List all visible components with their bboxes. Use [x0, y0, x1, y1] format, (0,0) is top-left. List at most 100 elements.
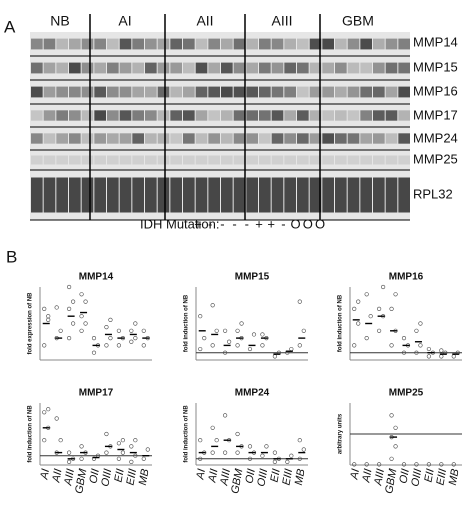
data-point — [83, 321, 88, 326]
chart-title: MMP14 — [79, 272, 114, 283]
data-point — [352, 462, 357, 467]
data-point — [389, 456, 394, 461]
data-point — [260, 453, 265, 458]
band — [81, 133, 94, 144]
band — [271, 133, 284, 144]
band — [233, 62, 246, 74]
data-point — [426, 346, 431, 352]
idh-symbol: - — [245, 216, 249, 231]
data-point — [145, 447, 150, 452]
band — [208, 38, 220, 50]
x-tick-label: OII — [397, 468, 411, 485]
band — [183, 110, 195, 121]
group-label: AII — [196, 13, 213, 29]
data-point — [377, 462, 382, 467]
data-point — [401, 350, 407, 355]
band — [157, 155, 170, 165]
band — [69, 155, 81, 165]
band — [297, 110, 309, 121]
band — [284, 86, 296, 98]
band — [259, 86, 271, 98]
data-point — [129, 444, 134, 449]
x-tick-label: AI — [348, 468, 362, 481]
data-point — [414, 328, 419, 333]
band — [81, 86, 94, 98]
x-tick-label: EIII — [280, 468, 295, 486]
data-point — [393, 444, 398, 449]
data-point — [439, 354, 444, 359]
data-point — [141, 456, 146, 461]
band — [233, 155, 246, 165]
data-point — [198, 346, 203, 352]
band — [309, 155, 322, 165]
band — [297, 133, 309, 144]
idh-symbol: - — [232, 216, 236, 231]
data-point — [414, 350, 419, 355]
chart-title: MMP24 — [235, 388, 270, 399]
band — [208, 110, 220, 121]
x-tick-label: EIII — [434, 468, 449, 486]
band — [69, 110, 81, 121]
gene-label: MMP14 — [413, 34, 458, 49]
band — [94, 177, 106, 213]
band — [309, 62, 322, 74]
idh-symbol: O — [315, 216, 325, 231]
band — [157, 133, 170, 144]
band — [284, 38, 296, 50]
band — [259, 62, 271, 74]
band — [132, 133, 144, 144]
data-point — [91, 350, 97, 355]
band — [94, 62, 106, 74]
band — [360, 177, 372, 213]
x-tick-label: GBM — [383, 467, 399, 495]
data-point — [42, 438, 47, 443]
band — [360, 38, 372, 50]
band — [297, 38, 309, 50]
band — [373, 133, 385, 144]
data-point — [67, 306, 72, 312]
band — [246, 110, 258, 121]
data-point — [67, 450, 72, 455]
data-point — [54, 416, 59, 421]
data-point — [133, 453, 138, 458]
band — [398, 86, 410, 98]
band — [170, 86, 182, 98]
data-point — [414, 462, 419, 467]
band — [107, 86, 119, 98]
band — [31, 38, 43, 50]
band — [271, 62, 284, 74]
band — [81, 177, 94, 213]
band — [31, 155, 43, 165]
data-point — [272, 354, 277, 359]
band — [221, 133, 233, 144]
data-point — [133, 321, 138, 326]
x-tick-label: OIII — [255, 468, 270, 488]
idh-symbol: - — [220, 216, 224, 231]
data-point — [297, 299, 302, 304]
data-point — [289, 346, 294, 352]
band — [69, 38, 81, 50]
band — [132, 62, 144, 74]
x-tick-label: GBM — [229, 467, 245, 495]
band — [271, 155, 284, 165]
idh-symbol: O — [303, 216, 313, 231]
x-tick-label: AI — [194, 468, 208, 481]
gene-label: MMP24 — [413, 130, 458, 145]
y-axis-label: fold induction of NB — [28, 405, 34, 463]
panel-label: A — [4, 17, 16, 36]
band — [119, 155, 132, 165]
data-point — [67, 284, 72, 290]
band — [170, 155, 182, 165]
band — [94, 133, 106, 144]
group-label: GBM — [342, 13, 374, 29]
x-tick-label: AI — [38, 468, 52, 481]
data-point — [83, 299, 88, 304]
band — [385, 86, 398, 98]
data-point — [133, 438, 138, 443]
band — [56, 177, 68, 213]
band — [221, 177, 233, 213]
band — [195, 38, 208, 50]
band — [81, 62, 94, 74]
band — [322, 155, 334, 165]
data-point — [260, 343, 265, 348]
